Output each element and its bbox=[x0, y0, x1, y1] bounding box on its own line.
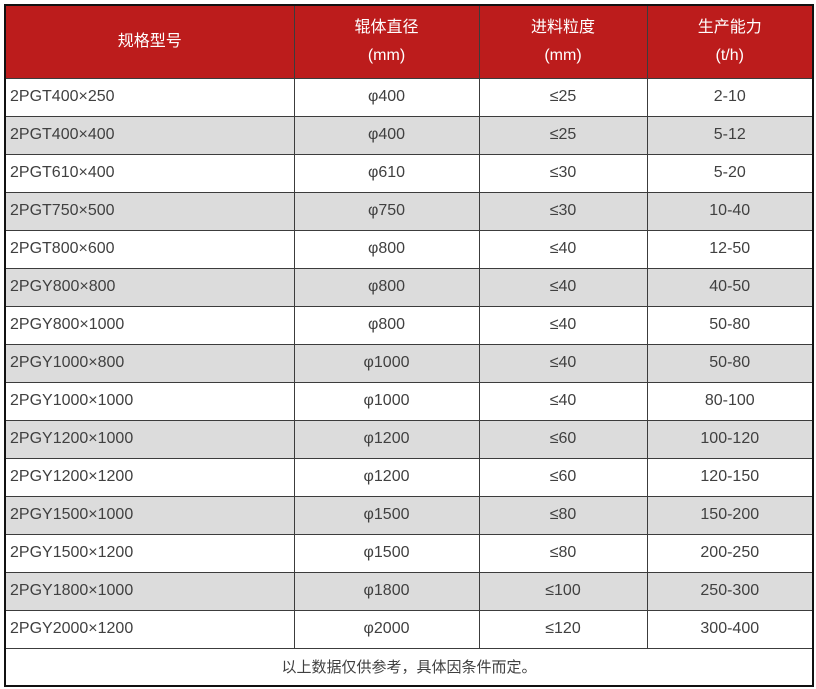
header-cell-capacity: 生产能力 (t/h) bbox=[646, 4, 814, 79]
cell-roller-diameter: φ800 bbox=[293, 229, 480, 269]
table-row: 2PGY1200×1200 φ1200 ≤60 120-150 bbox=[4, 457, 814, 497]
cell-feed-size: ≤80 bbox=[478, 533, 648, 573]
table-row: 2PGY1500×1000 φ1500 ≤80 150-200 bbox=[4, 495, 814, 535]
footer-row: 以上数据仅供参考，具体因条件而定。 bbox=[4, 647, 814, 687]
table-row: 2PGY2000×1200 φ2000 ≤120 300-400 bbox=[4, 609, 814, 649]
spec-table: 规格型号 辊体直径 (mm) 进料粒度 (mm) 生产能力 (t/h) 2PGT… bbox=[4, 4, 814, 687]
cell-feed-size: ≤40 bbox=[478, 229, 648, 269]
cell-feed-size: ≤40 bbox=[478, 381, 648, 421]
cell-roller-diameter: φ1200 bbox=[293, 457, 480, 497]
cell-roller-diameter: φ1500 bbox=[293, 495, 480, 535]
cell-roller-diameter: φ2000 bbox=[293, 609, 480, 649]
table-row: 2PGT400×400 φ400 ≤25 5-12 bbox=[4, 115, 814, 155]
header-row: 规格型号 辊体直径 (mm) 进料粒度 (mm) 生产能力 (t/h) bbox=[4, 4, 814, 79]
cell-model: 2PGY1500×1000 bbox=[4, 495, 295, 535]
header-title: 辊体直径 bbox=[354, 18, 419, 36]
cell-roller-diameter: φ750 bbox=[293, 191, 480, 231]
cell-feed-size: ≤60 bbox=[478, 457, 648, 497]
header-title: 规格型号 bbox=[117, 32, 182, 50]
table-row: 2PGT400×250 φ400 ≤25 2-10 bbox=[4, 77, 814, 117]
cell-model: 2PGY1200×1000 bbox=[4, 419, 295, 459]
cell-model: 2PGT800×600 bbox=[4, 229, 295, 269]
cell-roller-diameter: φ1500 bbox=[293, 533, 480, 573]
table-row: 2PGT800×600 φ800 ≤40 12-50 bbox=[4, 229, 814, 269]
cell-roller-diameter: φ800 bbox=[293, 305, 480, 345]
cell-capacity: 50-80 bbox=[646, 305, 814, 345]
cell-capacity: 120-150 bbox=[646, 457, 814, 497]
cell-model: 2PGY1000×800 bbox=[4, 343, 295, 383]
header-cell-feed-size: 进料粒度 (mm) bbox=[478, 4, 648, 79]
cell-capacity: 5-12 bbox=[646, 115, 814, 155]
cell-feed-size: ≤100 bbox=[478, 571, 648, 611]
cell-feed-size: ≤60 bbox=[478, 419, 648, 459]
cell-feed-size: ≤25 bbox=[478, 77, 648, 117]
cell-roller-diameter: φ1200 bbox=[293, 419, 480, 459]
cell-feed-size: ≤40 bbox=[478, 267, 648, 307]
cell-feed-size: ≤30 bbox=[478, 191, 648, 231]
cell-model: 2PGY2000×1200 bbox=[4, 609, 295, 649]
cell-roller-diameter: φ1800 bbox=[293, 571, 480, 611]
cell-model: 2PGT750×500 bbox=[4, 191, 295, 231]
cell-model: 2PGY1500×1200 bbox=[4, 533, 295, 573]
table-row: 2PGT750×500 φ750 ≤30 10-40 bbox=[4, 191, 814, 231]
cell-capacity: 5-20 bbox=[646, 153, 814, 193]
cell-model: 2PGY1800×1000 bbox=[4, 571, 295, 611]
header-title: 生产能力 bbox=[697, 18, 762, 36]
cell-roller-diameter: φ1000 bbox=[293, 343, 480, 383]
table-row: 2PGY1500×1200 φ1500 ≤80 200-250 bbox=[4, 533, 814, 573]
cell-capacity: 250-300 bbox=[646, 571, 814, 611]
cell-model: 2PGT610×400 bbox=[4, 153, 295, 193]
table-footer: 以上数据仅供参考，具体因条件而定。 bbox=[4, 647, 814, 687]
cell-capacity: 10-40 bbox=[646, 191, 814, 231]
cell-model: 2PGT400×250 bbox=[4, 77, 295, 117]
header-cell-roller-diameter: 辊体直径 (mm) bbox=[293, 4, 480, 79]
header-unit: (mm) bbox=[367, 46, 406, 64]
table-body: 2PGT400×250 φ400 ≤25 2-10 2PGT400×400 φ400 ≤25… bbox=[4, 77, 814, 649]
table-row: 2PGT610×400 φ610 ≤30 5-20 bbox=[4, 153, 814, 193]
cell-model: 2PGY800×800 bbox=[4, 267, 295, 307]
cell-model: 2PGY800×1000 bbox=[4, 305, 295, 345]
cell-model: 2PGY1200×1200 bbox=[4, 457, 295, 497]
cell-capacity: 12-50 bbox=[646, 229, 814, 269]
cell-roller-diameter: φ800 bbox=[293, 267, 480, 307]
cell-roller-diameter: φ400 bbox=[293, 77, 480, 117]
table-row: 2PGY800×1000 φ800 ≤40 50-80 bbox=[4, 305, 814, 345]
footer-note: 以上数据仅供参考，具体因条件而定。 bbox=[4, 647, 814, 687]
table-row: 2PGY800×800 φ800 ≤40 40-50 bbox=[4, 267, 814, 307]
cell-capacity: 40-50 bbox=[646, 267, 814, 307]
table-header: 规格型号 辊体直径 (mm) 进料粒度 (mm) 生产能力 (t/h) bbox=[4, 4, 814, 79]
cell-feed-size: ≤120 bbox=[478, 609, 648, 649]
cell-feed-size: ≤80 bbox=[478, 495, 648, 535]
cell-capacity: 100-120 bbox=[646, 419, 814, 459]
cell-feed-size: ≤40 bbox=[478, 343, 648, 383]
cell-feed-size: ≤25 bbox=[478, 115, 648, 155]
header-title: 进料粒度 bbox=[530, 18, 595, 36]
cell-roller-diameter: φ610 bbox=[293, 153, 480, 193]
cell-roller-diameter: φ1000 bbox=[293, 381, 480, 421]
table-row: 2PGY1000×1000 φ1000 ≤40 80-100 bbox=[4, 381, 814, 421]
cell-capacity: 150-200 bbox=[646, 495, 814, 535]
table-row: 2PGY1000×800 φ1000 ≤40 50-80 bbox=[4, 343, 814, 383]
cell-model: 2PGY1000×1000 bbox=[4, 381, 295, 421]
cell-feed-size: ≤40 bbox=[478, 305, 648, 345]
cell-roller-diameter: φ400 bbox=[293, 115, 480, 155]
cell-capacity: 2-10 bbox=[646, 77, 814, 117]
header-cell-model: 规格型号 bbox=[4, 4, 295, 79]
table-row: 2PGY1800×1000 φ1800 ≤100 250-300 bbox=[4, 571, 814, 611]
cell-capacity: 50-80 bbox=[646, 343, 814, 383]
header-unit: (mm) bbox=[544, 46, 582, 64]
cell-feed-size: ≤30 bbox=[478, 153, 648, 193]
cell-model: 2PGT400×400 bbox=[4, 115, 295, 155]
cell-capacity: 300-400 bbox=[646, 609, 814, 649]
header-unit: (t/h) bbox=[715, 46, 744, 64]
table-row: 2PGY1200×1000 φ1200 ≤60 100-120 bbox=[4, 419, 814, 459]
cell-capacity: 80-100 bbox=[646, 381, 814, 421]
cell-capacity: 200-250 bbox=[646, 533, 814, 573]
